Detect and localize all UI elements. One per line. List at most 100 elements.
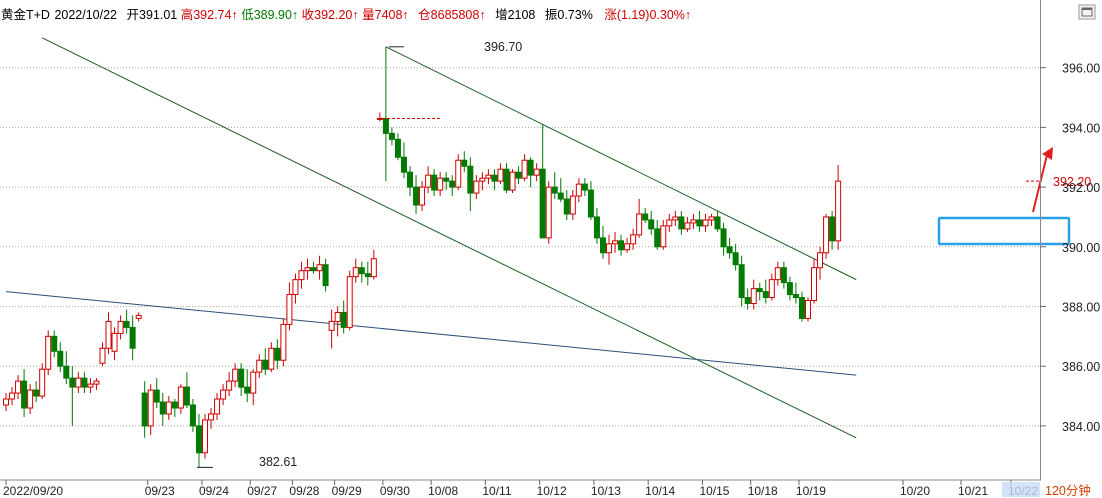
candle: [750, 279, 757, 310]
candle-body: [545, 186, 552, 239]
candle: [238, 363, 245, 397]
candle-body: [340, 311, 347, 328]
candle: [593, 207, 600, 244]
price-tick-label: 394.00: [1062, 121, 1100, 135]
candle: [618, 234, 625, 256]
candle-body: [479, 177, 486, 182]
candle-body: [431, 174, 438, 191]
high-value: 高392.74↑: [181, 7, 238, 22]
settings-button[interactable]: [1078, 4, 1096, 20]
candle: [123, 309, 130, 334]
candle: [533, 163, 540, 182]
candle: [328, 309, 335, 349]
window-toggle-icon: [1081, 7, 1093, 17]
candle-body: [346, 276, 353, 328]
candle: [250, 369, 257, 406]
candle-body: [593, 216, 600, 239]
candle: [346, 270, 353, 331]
candle: [792, 282, 799, 304]
candle-body: [195, 425, 202, 454]
candle: [105, 312, 112, 355]
candle-body: [21, 380, 28, 409]
candle: [443, 172, 450, 191]
candle-body: [238, 368, 245, 388]
candle-body: [835, 180, 842, 242]
candle: [425, 166, 432, 194]
open-interest-value: 仓8685808↑: [418, 8, 485, 22]
candle: [135, 312, 142, 322]
candle: [147, 384, 154, 435]
candle-body: [298, 270, 305, 281]
candle-body: [165, 401, 172, 415]
candle-body: [678, 216, 685, 230]
candle: [714, 210, 721, 232]
candle: [630, 228, 637, 250]
candle: [9, 387, 16, 406]
candle: [732, 243, 739, 271]
date-tick-label: 10/08: [428, 484, 458, 498]
candle: [129, 315, 136, 361]
candle-body: [63, 365, 70, 379]
candle-body: [81, 377, 88, 388]
breakout-box: [937, 216, 1071, 246]
candle: [551, 172, 558, 200]
trendline: [5, 291, 857, 376]
date-tick-label: 10/15: [699, 484, 729, 498]
candle: [835, 165, 842, 250]
candle-body: [587, 189, 594, 218]
candle-body: [105, 320, 112, 349]
period-selector[interactable]: 120分钟: [1041, 481, 1102, 498]
candle-body: [714, 216, 721, 230]
candle-body: [370, 258, 377, 278]
candle-body: [527, 159, 534, 176]
candle-body: [352, 267, 359, 278]
date-axis-band: [0, 480, 1041, 498]
header-bar: 黄金T+D 2022/10/22 开391.01 高392.74↑ 低389.9…: [1, 7, 691, 22]
candle: [195, 413, 202, 468]
bar-date: 2022/10/22: [54, 8, 117, 22]
candle-body: [39, 368, 46, 397]
candle: [690, 213, 697, 229]
candle-body: [27, 389, 34, 409]
candle: [515, 166, 522, 185]
candle-body: [762, 291, 769, 299]
candle-body: [443, 177, 450, 182]
candle-body: [208, 413, 215, 421]
candle-body: [738, 264, 745, 299]
candle: [702, 213, 709, 232]
candle-body: [232, 368, 239, 382]
candle-body: [3, 398, 9, 406]
candle: [208, 407, 215, 429]
date-tick-label: 09/24: [199, 484, 229, 498]
date-tick-label: 09/29: [332, 484, 362, 498]
candle-body: [51, 335, 58, 352]
candle-body: [702, 219, 709, 227]
right-axis-divider: [1040, 0, 1041, 480]
candle: [467, 157, 474, 211]
date-tick-label: 10/21: [958, 484, 988, 498]
candle-body: [756, 288, 763, 293]
candle: [171, 399, 178, 417]
candle-body: [515, 171, 522, 179]
candle: [431, 169, 438, 197]
candle: [678, 210, 685, 235]
candle-body: [696, 219, 703, 227]
candle: [370, 249, 377, 280]
trendline: [41, 37, 857, 439]
candle-body: [183, 386, 190, 406]
candle-body: [648, 219, 655, 230]
candle-body: [485, 174, 492, 179]
candle-body: [419, 186, 426, 206]
candle-body: [497, 168, 504, 182]
candle: [220, 384, 227, 406]
candle-body: [642, 213, 649, 221]
candle: [762, 279, 769, 304]
candle-body: [280, 323, 287, 361]
candle-body: [575, 183, 582, 197]
candle: [340, 300, 347, 334]
candle-body: [774, 267, 781, 281]
candle-body: [413, 186, 420, 206]
candle: [334, 306, 341, 337]
candle: [696, 210, 703, 232]
